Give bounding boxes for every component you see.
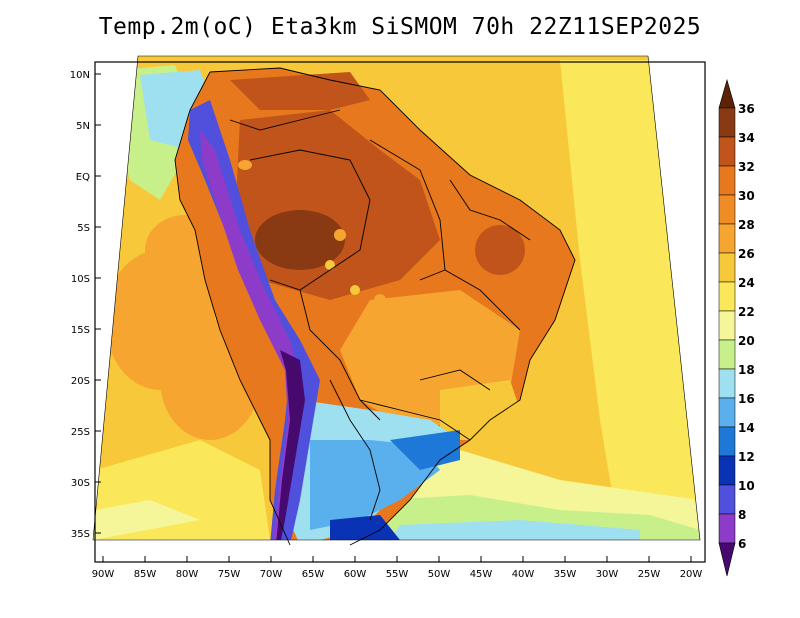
lon-label: 85W — [134, 569, 157, 580]
border-4 — [444, 269, 521, 331]
lon-label: 75W — [218, 569, 241, 580]
border-9 — [449, 179, 531, 241]
patagonia-coast-cold — [330, 515, 400, 540]
lon-label: 20W — [680, 569, 703, 580]
lat-label: 30S — [71, 478, 90, 489]
colorbar-segment — [718, 194, 736, 225]
border-8 — [229, 109, 341, 131]
latitude-axis: 10N 5N EQ 5S 10S 15S 20S 25S 30S 35S — [70, 70, 101, 540]
lat-label: 10N — [70, 70, 90, 81]
speckle-1 — [334, 229, 346, 241]
lon-label: 65W — [302, 569, 325, 580]
south-cooler — [310, 440, 440, 530]
colorbar-segment — [718, 136, 736, 167]
colorbar-label: 16 — [738, 392, 755, 406]
speckle-3 — [350, 285, 360, 295]
border-5 — [359, 399, 471, 441]
lon-label: 60W — [344, 569, 367, 580]
lat-label: 20S — [71, 376, 90, 387]
colorbar-segment — [718, 484, 736, 515]
andes-colder — [200, 130, 300, 540]
colorbar-segment — [718, 397, 736, 428]
colorbar-segment — [718, 107, 736, 138]
longitude-axis: 90W 85W 80W 75W 70W 65W 60W 55W 50W 45W … — [92, 556, 703, 580]
colorbar-label: 10 — [738, 479, 755, 493]
border-7 — [419, 369, 491, 391]
colorbar-label: 12 — [738, 450, 755, 464]
lat-label: EQ — [76, 172, 90, 183]
coastline-west — [174, 71, 291, 546]
lon-label: 40W — [512, 569, 535, 580]
south-brazil-cold — [390, 430, 460, 470]
lon-label: 25W — [638, 569, 661, 580]
lat-label: 10S — [71, 274, 90, 285]
plot-frame — [94, 61, 706, 563]
colorbar-segment — [718, 455, 736, 486]
colorbar-label: 36 — [738, 102, 755, 116]
map-title: Temp.2m(oC) Eta3km SiSMOM 70h 22Z11SEP20… — [98, 14, 702, 40]
border-6 — [329, 379, 381, 521]
lon-label: 30W — [596, 569, 619, 580]
lon-label: 55W — [386, 569, 409, 580]
colorbar-label: 28 — [738, 218, 755, 232]
colorbar-segment — [718, 513, 736, 544]
lat-label: 35S — [71, 529, 90, 540]
lat-label: 5S — [77, 223, 90, 234]
colorbar-label: 26 — [738, 247, 755, 261]
colorbar-label: 22 — [738, 305, 755, 319]
domain-outline — [92, 55, 701, 541]
colorbar-segment — [718, 281, 736, 312]
amazon-hottest — [255, 210, 345, 270]
lon-label: 45W — [470, 569, 493, 580]
atlantic-south-cyan — [390, 520, 640, 540]
northeast-hot — [475, 225, 525, 275]
lon-label: 50W — [428, 569, 451, 580]
political-boundaries — [174, 67, 576, 546]
colorbar-segment — [718, 368, 736, 399]
pacific-south-pale — [93, 500, 200, 540]
coastline-east — [209, 67, 576, 546]
border-2 — [369, 139, 446, 281]
colorbar-label: 8 — [738, 508, 746, 522]
lat-label: 25S — [71, 427, 90, 438]
speckle-4 — [325, 260, 335, 270]
colorbar-segment — [718, 252, 736, 283]
lat-label: 15S — [71, 325, 90, 336]
lon-label: 35W — [554, 569, 577, 580]
colorbar-label: 20 — [738, 334, 755, 348]
lon-label: 90W — [92, 569, 115, 580]
colorbar-label: 34 — [738, 131, 755, 145]
lat-label: 5N — [76, 121, 90, 132]
temperature-field — [93, 56, 700, 540]
colorbar-label: 6 — [738, 537, 746, 551]
colorbar-label: 30 — [738, 189, 755, 203]
colorbar-segment — [718, 165, 736, 196]
colorbar-segment — [718, 339, 736, 370]
border-1 — [249, 149, 371, 291]
colorbar-label: 14 — [738, 421, 755, 435]
colorbar-segment — [718, 310, 736, 341]
colorbar-top-arrow — [718, 78, 736, 109]
border-3 — [299, 289, 381, 421]
southeast-brazil — [440, 380, 520, 440]
lon-label: 80W — [176, 569, 199, 580]
atlantic-east — [560, 60, 700, 540]
colorbar: 36 34 32 30 28 26 24 22 20 18 16 14 12 1… — [718, 78, 755, 577]
colorbar-label: 32 — [738, 160, 755, 174]
andes-coldest — [276, 350, 305, 540]
speckle-2 — [374, 294, 386, 306]
colorbar-label: 18 — [738, 363, 755, 377]
colorbar-label: 24 — [738, 276, 755, 290]
speckle-5 — [238, 160, 252, 170]
north-coast-hot — [230, 72, 370, 110]
colorbar-bottom-arrow — [718, 542, 736, 577]
colorbar-segment — [718, 223, 736, 254]
colorbar-segment — [718, 426, 736, 457]
lon-label: 70W — [260, 569, 283, 580]
